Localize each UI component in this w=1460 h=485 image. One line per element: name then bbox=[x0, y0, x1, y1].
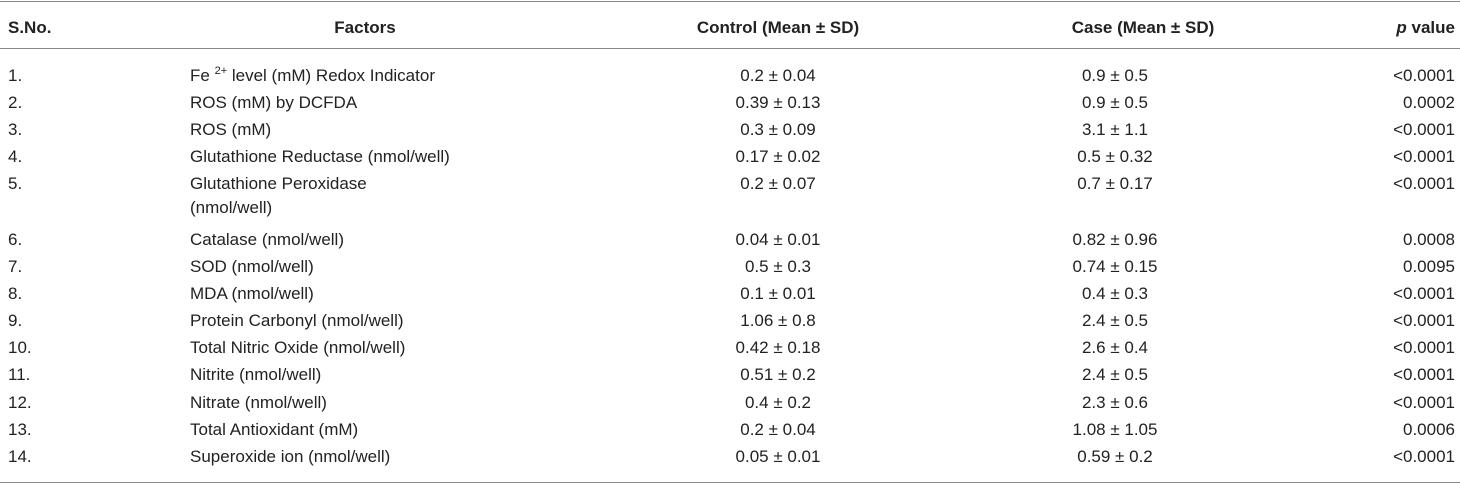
case-value: 2.4 ± 0.5 bbox=[1081, 311, 1149, 330]
factor-line: (nmol/well) bbox=[190, 198, 273, 217]
p-value: 0.0002 bbox=[1403, 93, 1455, 112]
factor: SOD (nmol/well) bbox=[190, 257, 314, 276]
sno: 2. bbox=[8, 93, 23, 112]
sno: 5. bbox=[8, 174, 23, 193]
factor: Superoxide ion (nmol/well) bbox=[190, 447, 391, 466]
header-p-value: p value bbox=[1396, 18, 1455, 38]
sno: 8. bbox=[8, 284, 23, 303]
control-value: 0.3 ± 0.09 bbox=[740, 120, 816, 139]
factor: Nitrite (nmol/well) bbox=[190, 365, 322, 384]
factor: Glutathione Reductase (nmol/well) bbox=[190, 147, 450, 166]
p-value: 0.0095 bbox=[1403, 257, 1455, 276]
case-value: 0.74 ± 0.15 bbox=[1072, 257, 1158, 276]
control-value: 0.17 ± 0.02 bbox=[735, 147, 821, 166]
case-value: 2.3 ± 0.6 bbox=[1081, 393, 1149, 412]
factor: Protein Carbonyl (nmol/well) bbox=[190, 311, 404, 330]
control-value: 0.39 ± 0.13 bbox=[735, 93, 821, 112]
case-value: 0.59 ± 0.2 bbox=[1077, 447, 1153, 466]
case-value: 1.08 ± 1.05 bbox=[1072, 420, 1158, 439]
factor: Fe 2+ level (mM) Redox Indicator bbox=[190, 66, 435, 86]
p-value: <0.0001 bbox=[1393, 66, 1455, 85]
factor: ROS (mM) by DCFDA bbox=[190, 93, 358, 112]
header-factors: Factors bbox=[334, 18, 396, 37]
p-rest: value bbox=[1411, 18, 1455, 37]
p-value: <0.0001 bbox=[1393, 447, 1455, 466]
factor: Catalase (nmol/well) bbox=[190, 230, 344, 249]
case-value: 0.82 ± 0.96 bbox=[1072, 230, 1158, 249]
superscript: 2+ bbox=[214, 65, 228, 77]
p-value: 0.0006 bbox=[1403, 420, 1455, 439]
header-case: Case (Mean ± SD) bbox=[1071, 18, 1215, 37]
factor: Total Nitric Oxide (nmol/well) bbox=[190, 338, 406, 357]
control-value: 1.06 ± 0.8 bbox=[740, 311, 816, 330]
control-value: 0.1 ± 0.01 bbox=[740, 284, 816, 303]
control-value: 0.42 ± 0.18 bbox=[735, 338, 821, 357]
header-rule bbox=[0, 48, 1460, 49]
control-value: 0.2 ± 0.04 bbox=[740, 66, 816, 85]
sno: 13. bbox=[8, 420, 32, 439]
control-value: 0.2 ± 0.07 bbox=[740, 174, 816, 193]
sno: 11. bbox=[8, 365, 31, 384]
sno: 3. bbox=[8, 120, 23, 139]
sno: 12. bbox=[8, 393, 32, 412]
p-value: <0.0001 bbox=[1393, 174, 1455, 193]
p-value: <0.0001 bbox=[1393, 365, 1455, 384]
factor: Nitrate (nmol/well) bbox=[190, 393, 327, 412]
sno: 10. bbox=[8, 338, 32, 357]
control-value: 0.2 ± 0.04 bbox=[740, 420, 816, 439]
p-italic: p bbox=[1396, 18, 1407, 37]
control-value: 0.4 ± 0.2 bbox=[744, 393, 812, 412]
control-value: 0.05 ± 0.01 bbox=[735, 447, 821, 466]
p-value: <0.0001 bbox=[1393, 284, 1455, 303]
p-value: 0.0008 bbox=[1403, 230, 1455, 249]
p-value: <0.0001 bbox=[1393, 338, 1455, 357]
case-value: 0.7 ± 0.17 bbox=[1077, 174, 1153, 193]
p-value: <0.0001 bbox=[1393, 311, 1455, 330]
factor-text: level (mM) Redox Indicator bbox=[231, 66, 435, 85]
control-value: 0.5 ± 0.3 bbox=[744, 257, 812, 276]
header-sno: S.No. bbox=[8, 18, 52, 37]
sno: 7. bbox=[8, 257, 23, 276]
case-value: 0.9 ± 0.5 bbox=[1081, 93, 1149, 112]
case-value: 0.5 ± 0.32 bbox=[1077, 147, 1153, 166]
top-rule bbox=[0, 1, 1460, 2]
p-value: <0.0001 bbox=[1393, 120, 1455, 139]
sno: 9. bbox=[8, 311, 23, 330]
factor: ROS (mM) bbox=[190, 120, 272, 139]
control-value: 0.04 ± 0.01 bbox=[735, 230, 821, 249]
bottom-rule bbox=[0, 482, 1460, 483]
case-value: 3.1 ± 1.1 bbox=[1081, 120, 1149, 139]
p-value: <0.0001 bbox=[1393, 393, 1455, 412]
factor: Glutathione Peroxidase (nmol/well) bbox=[190, 172, 367, 220]
sno: 6. bbox=[8, 230, 23, 249]
sno: 1. bbox=[8, 66, 23, 85]
case-value: 2.6 ± 0.4 bbox=[1081, 338, 1149, 357]
factor-text: Fe bbox=[190, 66, 210, 85]
control-value: 0.51 ± 0.2 bbox=[740, 365, 816, 384]
header-control: Control (Mean ± SD) bbox=[696, 18, 860, 37]
sno: 4. bbox=[8, 147, 23, 166]
factor: Total Antioxidant (mM) bbox=[190, 420, 359, 439]
factor: MDA (nmol/well) bbox=[190, 284, 314, 303]
p-value: <0.0001 bbox=[1393, 147, 1455, 166]
case-value: 0.4 ± 0.3 bbox=[1081, 284, 1149, 303]
factor-line: Glutathione Peroxidase bbox=[190, 174, 367, 193]
case-value: 2.4 ± 0.5 bbox=[1081, 365, 1149, 384]
sno: 14. bbox=[8, 447, 32, 466]
case-value: 0.9 ± 0.5 bbox=[1081, 66, 1149, 85]
